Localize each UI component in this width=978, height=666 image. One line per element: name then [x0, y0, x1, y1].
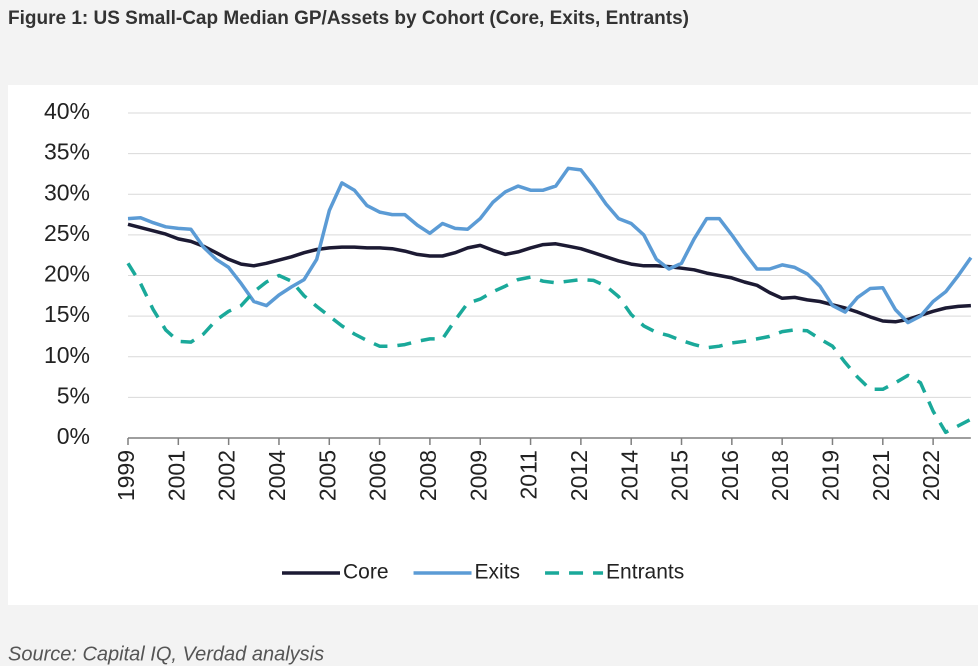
legend-label: Exits — [475, 561, 521, 584]
chart-title: Figure 1: US Small-Cap Median GP/Assets … — [8, 8, 689, 29]
x-tick-label: 2005 — [314, 450, 340, 501]
x-tick-label: 2012 — [566, 450, 592, 501]
y-tick-label: 40% — [44, 98, 90, 124]
legend-label: Entrants — [606, 561, 684, 584]
y-tick-label: 5% — [57, 382, 90, 408]
series-line — [127, 166, 973, 325]
x-tick-label: 2021 — [868, 450, 894, 501]
y-tick-label: 15% — [44, 301, 90, 327]
x-tick-label: 1999 — [113, 450, 139, 501]
series-line — [126, 262, 972, 435]
x-tick-label: 2008 — [415, 450, 441, 501]
plot-panel — [8, 85, 978, 605]
x-tick-label: 2014 — [616, 450, 642, 501]
x-tick-label: 2001 — [163, 450, 189, 501]
x-tick-label: 2002 — [214, 450, 240, 501]
source-note: Source: Capital IQ, Verdad analysis — [8, 643, 324, 665]
x-tick-label: 2015 — [667, 450, 693, 501]
x-tick-label: 2009 — [465, 450, 491, 501]
x-tick-label: 2022 — [918, 450, 944, 501]
y-tick-label: 25% — [44, 220, 90, 246]
x-tick-label: 2004 — [264, 450, 290, 501]
legend-label: Core — [343, 561, 389, 584]
y-tick-label: 30% — [44, 179, 90, 205]
x-tick-label: 2016 — [717, 450, 743, 501]
x-tick-label: 2018 — [767, 450, 793, 501]
y-tick-label: 20% — [44, 261, 90, 287]
y-tick-label: 0% — [57, 423, 90, 449]
y-tick-label: 10% — [44, 342, 90, 368]
x-tick-label: 2019 — [818, 450, 844, 501]
x-tick-label: 2011 — [516, 450, 542, 499]
y-tick-label: 35% — [44, 139, 90, 165]
x-tick-label: 2006 — [365, 450, 391, 501]
